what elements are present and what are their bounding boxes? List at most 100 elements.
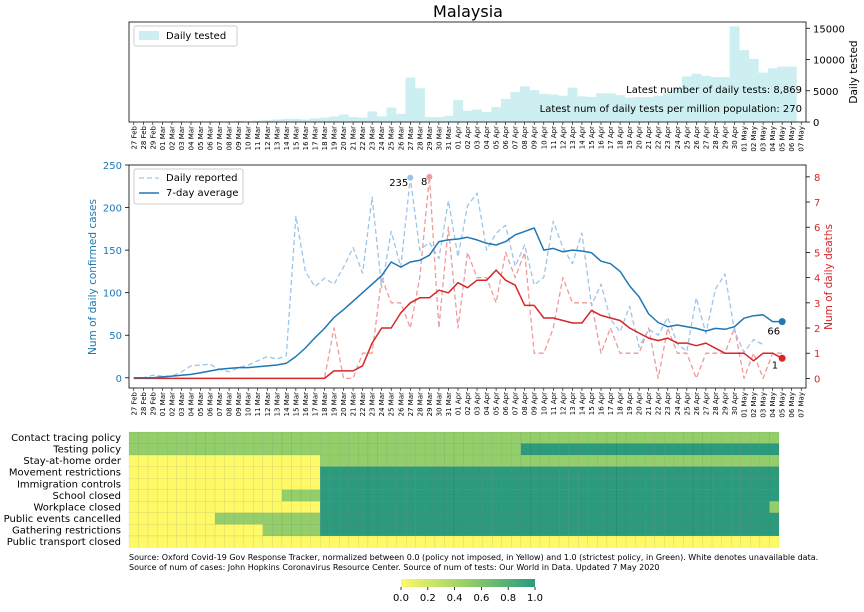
heatmap-cell [348,431,359,444]
heatmap-cell [291,431,302,444]
heatmap-cell [300,512,311,525]
deaths-average-line [133,269,783,380]
heatmap-cell [549,478,560,490]
heatmap-cell [530,466,541,479]
heatmap-cell [339,431,350,444]
deaths-ytick-label: 0 [814,374,820,385]
heatmap-cell [578,524,589,537]
heatmap-cell [291,512,302,525]
heatmap-cell [472,478,483,490]
heatmap-cell [482,489,493,502]
heatmap-cell [673,454,684,467]
tested-bar [462,110,473,122]
tests-xtick-label: 15 Apr [588,126,596,149]
heatmap-cell [664,535,675,548]
heatmap-cell [224,454,235,467]
heatmap-cell [702,501,713,514]
cases-xtick-label: 06 Mar [207,392,215,416]
heatmap-cell [549,443,560,456]
legend-daily-label: Daily reported [166,173,238,184]
heatmap-cell [444,501,455,514]
heatmap-cell [635,431,646,444]
heatmap-cell [453,512,464,525]
deaths-ytick-label: 3 [814,299,820,310]
heatmap-cell [606,478,617,490]
heatmap-cell [692,501,703,514]
heatmap-cell [721,454,732,467]
heatmap-cell [616,501,627,514]
heatmap-cell [769,524,780,537]
tests-xtick-label: 07 May [798,126,806,152]
heatmap-cell [616,454,627,467]
heatmap-cell [692,443,703,456]
heatmap-cell [692,466,703,479]
tests-xtick-label: 07 Apr [512,126,520,149]
heatmap-cell [253,489,264,502]
heatmap-cell [711,466,722,479]
heatmap-cell [167,431,177,444]
heatmap-cell [358,535,369,548]
heatmap-cell [310,524,321,537]
tests-xtick-label: 15 Mar [292,126,300,150]
heatmap-cell [157,489,168,502]
heatmap-cell [616,443,627,456]
heatmap-cell [558,443,569,456]
cases-xtick-label: 05 May [779,392,787,418]
tests-xtick-label: 12 Apr [559,126,567,149]
cases-xtick-label: 03 Apr [474,392,482,415]
heatmap-cell [731,489,741,502]
heatmap-cell [750,443,761,456]
heatmap-cell [329,501,340,514]
heatmap-cell [453,454,464,467]
heatmap-cell [759,466,770,479]
cases-xtick-label: 06 Apr [502,392,510,415]
tested-bar [291,118,301,122]
heatmap-cell [644,535,655,548]
heatmap-cell [616,512,627,525]
tests-xtick-label: 05 May [779,126,787,152]
heatmap-cell [367,501,378,514]
colorbar-tick-label: 0.0 [393,593,409,604]
heatmap-cell [721,431,732,444]
heatmap-cell [472,431,483,444]
tested-bar [252,120,263,122]
heatmap-cell [759,431,770,444]
heatmap-cell [434,524,445,537]
heatmap-cell [692,478,703,490]
tests-xtick-label: 23 Mar [369,126,377,150]
heatmap-cell [501,454,512,467]
heatmap-cell [406,431,416,444]
cases-last-label: 66 [767,327,780,338]
heatmap-cell [281,501,292,514]
heatmap-cell [530,524,541,537]
heatmap-cell [549,524,560,537]
heatmap-cell [272,535,283,548]
heatmap-cell [759,443,770,456]
heatmap-cell [434,454,445,467]
heatmap-cell [472,501,483,514]
heatmap-cell [721,512,732,525]
heatmap-cell [482,431,493,444]
cases-xtick-label: 06 May [788,392,796,418]
heatmap-cell [281,478,292,490]
heatmap-cell [731,524,741,537]
heatmap-cell [281,431,292,444]
heatmap-cell [233,478,244,490]
heatmap-cell [386,489,397,502]
heatmap-cell [769,454,780,467]
tests-legend-box [133,25,238,47]
heatmap-cell [291,489,302,502]
heatmap-cell [262,512,273,525]
heatmap-cell [147,478,158,490]
heatmap-cell [300,466,311,479]
heatmap-cell [406,501,416,514]
heatmap-cell [711,443,722,456]
heatmap-cell [157,501,168,514]
heatmap-cell [348,512,359,525]
heatmap-cell [444,478,455,490]
tests-xtick-label: 26 Apr [693,126,701,149]
heatmap-cell [587,478,598,490]
heatmap-cell [224,535,235,548]
cases-xtick-label: 30 Mar [435,392,443,416]
